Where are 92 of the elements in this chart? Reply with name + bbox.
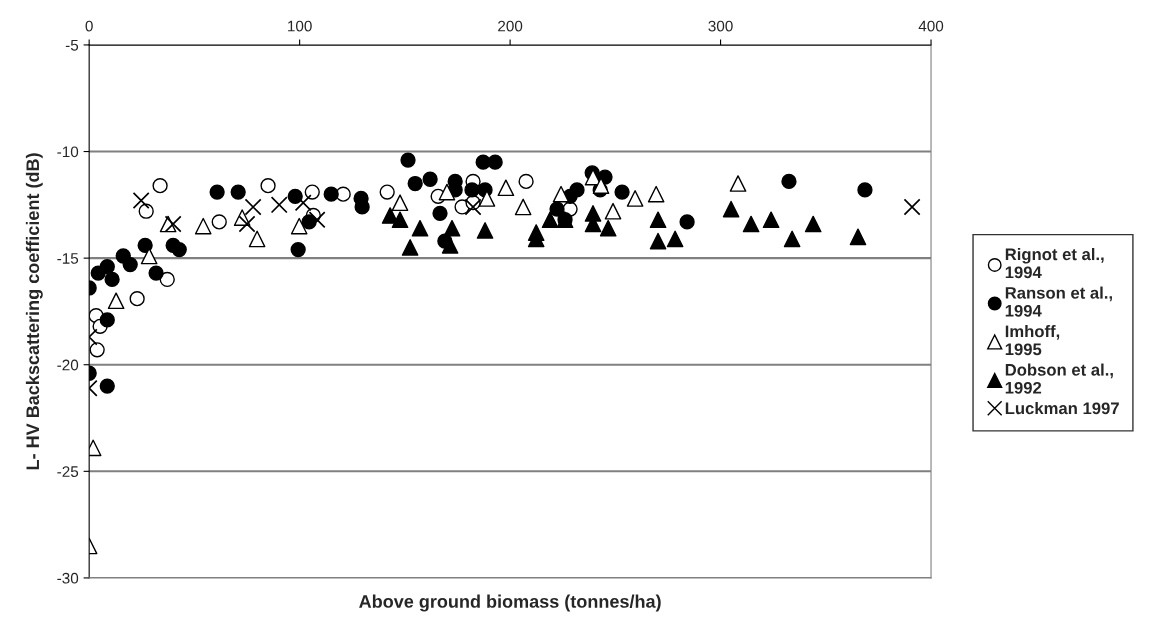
x-tick-label: 100 (288, 20, 312, 32)
point (379, 184, 395, 200)
x-axis-title: Above ground biomass (tonnes/ha) (359, 594, 661, 612)
y-tick-label: -10 (57, 146, 79, 158)
point (148, 265, 164, 281)
point (159, 271, 175, 288)
point (666, 230, 684, 248)
y-tick-label: -15 (57, 253, 79, 264)
point (104, 271, 120, 288)
point (194, 217, 212, 235)
point (407, 175, 423, 192)
point (164, 215, 182, 233)
point (804, 215, 822, 233)
x-tick-label: 300 (708, 20, 733, 32)
point (849, 228, 867, 246)
point (209, 184, 225, 200)
point (244, 198, 262, 216)
point (400, 152, 416, 168)
point (107, 292, 125, 310)
point (614, 184, 630, 200)
point (552, 185, 570, 203)
point (248, 230, 266, 248)
legend-label: Imhoff, 1995 (1005, 325, 1060, 356)
y-tick-label: -20 (57, 359, 79, 371)
x-tick-label: 200 (498, 20, 523, 32)
point (649, 211, 667, 229)
point (290, 217, 308, 235)
point (604, 202, 622, 220)
point (464, 182, 480, 198)
y-tick-label: -30 (57, 572, 79, 584)
point (290, 241, 306, 258)
point (391, 211, 409, 229)
point (432, 205, 448, 222)
point (647, 185, 665, 203)
point (129, 291, 145, 307)
point (443, 219, 461, 237)
point (781, 173, 797, 190)
point (783, 230, 801, 248)
point (599, 219, 617, 237)
point (354, 199, 370, 215)
point (514, 198, 532, 216)
y-axis-title: L- HV Backscattering coefficient (dB) (25, 153, 43, 470)
point (729, 175, 747, 192)
point (152, 178, 168, 194)
point (679, 214, 695, 230)
legend-label: Dobson et al., 1992 (1005, 363, 1113, 394)
point (132, 192, 150, 210)
point (99, 259, 115, 275)
point (230, 184, 246, 200)
point (304, 184, 320, 200)
point (401, 239, 419, 256)
point (211, 214, 227, 230)
point (626, 190, 644, 207)
point (438, 183, 456, 201)
point (99, 312, 115, 328)
point (487, 154, 503, 170)
point (722, 200, 740, 218)
x-tick-label: 400 (918, 20, 944, 32)
legend-label: Ranson et al., 1994 (1005, 286, 1112, 317)
point (411, 219, 429, 237)
point (287, 188, 303, 204)
point (857, 182, 873, 198)
point (478, 190, 496, 207)
point (518, 173, 534, 190)
point (649, 232, 667, 250)
point (541, 211, 559, 229)
legend-label: Rignot et al., 1994 (1005, 247, 1104, 279)
point (294, 194, 312, 212)
legend-label: Luckman 1997 (1005, 402, 1119, 415)
point (497, 179, 515, 197)
point (903, 198, 921, 216)
point (592, 177, 610, 194)
y-tick-label: -5 (65, 39, 79, 51)
point (99, 378, 115, 394)
point (464, 198, 482, 216)
x-tick-label: 0 (85, 20, 93, 32)
point (270, 196, 288, 214)
point (308, 211, 326, 229)
point (391, 194, 409, 212)
point (742, 215, 760, 233)
point (89, 342, 105, 358)
point (323, 186, 339, 202)
point (762, 211, 780, 229)
point (260, 178, 276, 194)
point (122, 256, 138, 273)
y-tick-label: -25 (57, 466, 79, 478)
point (238, 215, 256, 233)
point (422, 171, 438, 187)
point (476, 222, 494, 239)
point (137, 237, 153, 253)
point (171, 241, 187, 258)
point (138, 203, 154, 219)
